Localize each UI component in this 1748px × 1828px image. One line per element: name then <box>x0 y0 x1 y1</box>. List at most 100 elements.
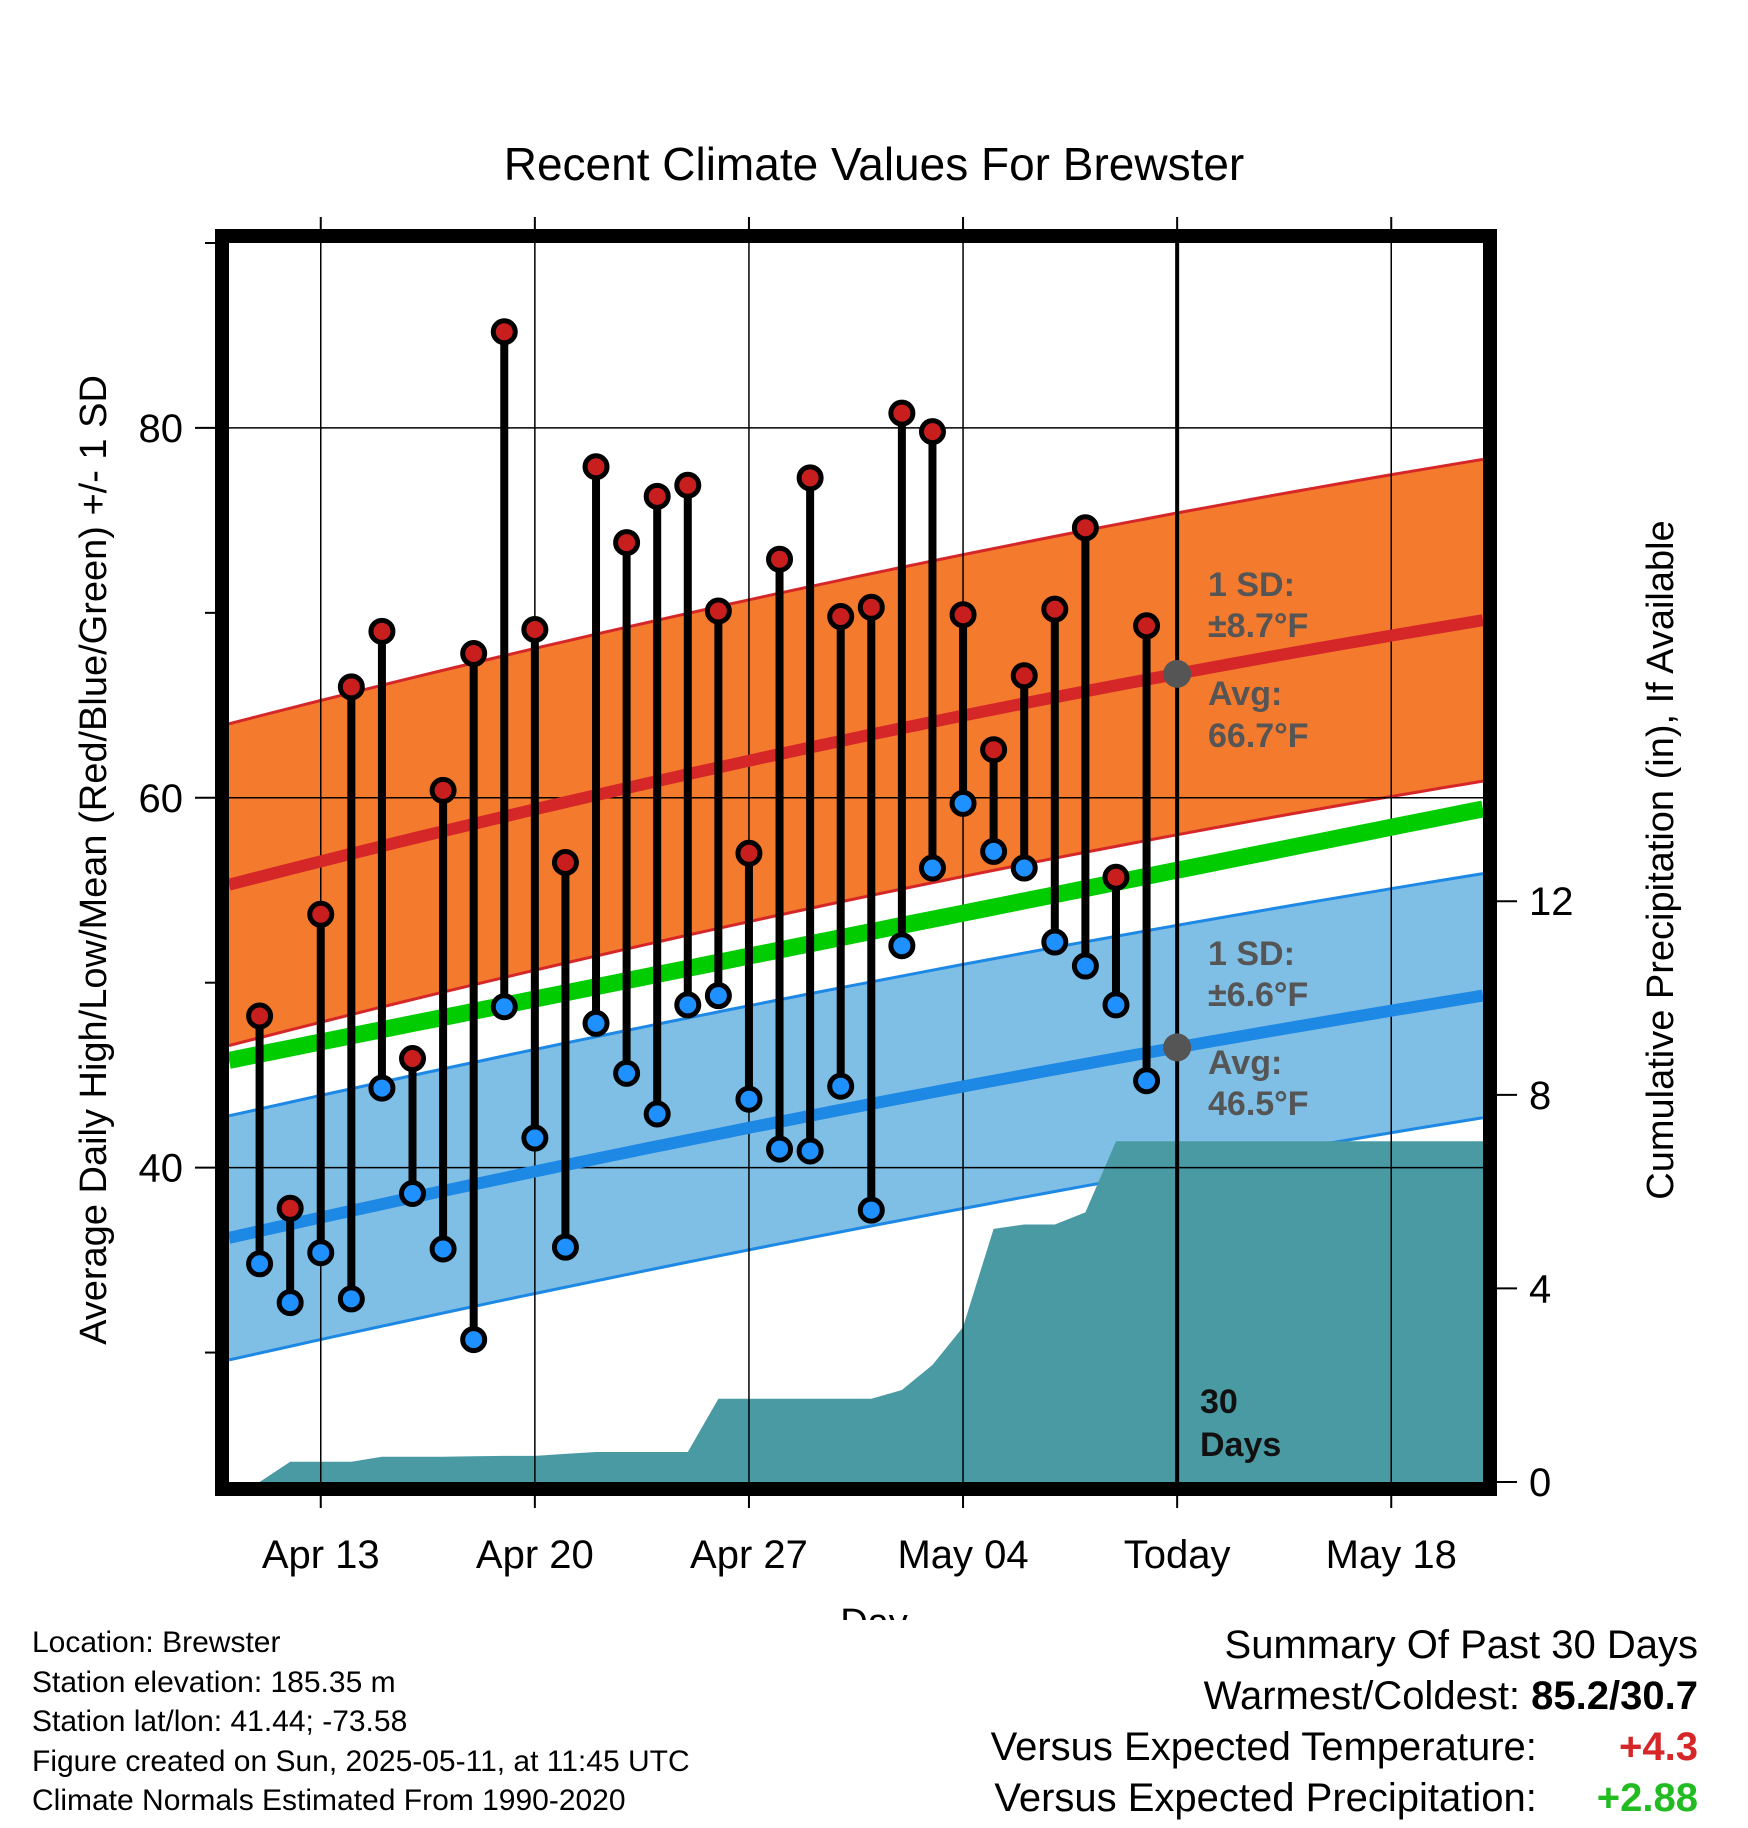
x-axis-label: Day <box>840 1602 908 1620</box>
high-sd-label: 1 SD: <box>1208 566 1295 604</box>
high-avg-label: Avg: <box>1208 675 1282 713</box>
period-label-count: 30 <box>1200 1383 1238 1421</box>
x-tick-label: Today <box>1124 1533 1231 1577</box>
daily-low-point <box>368 1074 396 1102</box>
x-tick-label: Apr 27 <box>690 1533 808 1577</box>
daily-low-point <box>490 993 518 1021</box>
daily-high-point <box>337 673 365 701</box>
warm-cold-label: Warmest/Coldest: <box>1203 1674 1521 1718</box>
location-text: Location: Brewster <box>32 1626 281 1659</box>
y-tick-label-left: 40 <box>139 1147 184 1191</box>
x-tick-label: May 04 <box>897 1533 1028 1577</box>
high-sd-band <box>229 459 1483 1046</box>
period-label-unit: Days <box>1200 1426 1281 1464</box>
daily-low-point <box>918 854 946 882</box>
warm-cold-value: 85.2/30.7 <box>1531 1674 1698 1718</box>
daily-low-point <box>827 1072 855 1100</box>
daily-high-point <box>949 601 977 629</box>
daily-low-point <box>704 982 732 1010</box>
normal-low-line <box>229 989 1483 1244</box>
daily-high-point <box>766 545 794 573</box>
daily-high-point <box>613 529 641 557</box>
low-avg-label: Avg: <box>1208 1044 1282 1082</box>
y-tick-label-left: 60 <box>139 777 184 821</box>
daily-low-point <box>888 932 916 960</box>
daily-high-point <box>521 615 549 643</box>
summary-temp-row: Versus Expected Temperature: +4.3 <box>991 1722 1698 1773</box>
daily-high-point <box>918 418 946 446</box>
daily-low-point <box>1010 854 1038 882</box>
daily-high-point <box>1041 595 1069 623</box>
y-tick-label-left: 80 <box>139 407 184 451</box>
y-tick-label-right: 0 <box>1529 1461 1551 1505</box>
precip-anomaly-label: Versus Expected Precipitation: <box>994 1776 1537 1820</box>
low-sd-band <box>229 873 1483 1360</box>
y-tick-label-right: 4 <box>1529 1267 1551 1311</box>
daily-low-point <box>949 789 977 817</box>
high-band-lower-edge <box>229 779 1483 1048</box>
plot-frame <box>215 229 1497 1496</box>
daily-low-point <box>1071 952 1099 980</box>
elevation-text: Station elevation: 185.35 m <box>32 1665 396 1699</box>
low-sd-label: 1 SD: <box>1208 935 1295 973</box>
daily-high-point <box>1133 612 1161 640</box>
x-tick-label: Apr 20 <box>476 1533 594 1577</box>
precip-anomaly-value: +2.88 <box>1596 1776 1698 1820</box>
high-sd-value: ±8.7°F <box>1208 607 1308 645</box>
low-avg-value: 46.5°F <box>1208 1085 1309 1123</box>
summary-panel: Summary Of Past 30 Days Warmest/Coldest:… <box>991 1620 1698 1824</box>
summary-precip-row: Versus Expected Precipitation: +2.88 <box>991 1773 1698 1824</box>
daily-high-point <box>796 464 824 492</box>
y-tick-label-right: 12 <box>1529 880 1574 924</box>
precip-area <box>229 1141 1483 1482</box>
daily-low-point <box>1102 991 1130 1019</box>
y-axis-label-right: Cumulative Precipitation (in), If Availa… <box>1640 520 1682 1199</box>
daily-high-point <box>735 839 763 867</box>
summary-heading: Summary Of Past 30 Days <box>1224 1623 1698 1667</box>
daily-high-point <box>888 399 916 427</box>
daily-high-point <box>368 617 396 645</box>
daily-high-point <box>429 776 457 804</box>
daily-low-point <box>1041 928 1069 956</box>
y-axis-label-left: Average Daily High/Low/Mean (Red/Blue/Gr… <box>73 375 115 1345</box>
daily-low-point <box>276 1289 304 1317</box>
summary-warm-cold-row: Warmest/Coldest: 85.2/30.7 <box>991 1671 1698 1722</box>
daily-high-point <box>460 640 488 668</box>
daily-high-point <box>490 318 518 346</box>
daily-low-point <box>1133 1067 1161 1095</box>
daily-high-point <box>246 1002 274 1030</box>
normals-text: Climate Normals Estimated From 1990-2020 <box>32 1784 626 1817</box>
daily-low-point <box>337 1285 365 1313</box>
plot-area: Apr 13 Apr 20 Apr 27 May 04 Today May 1840608… <box>139 217 1574 1577</box>
temp-anomaly-label: Versus Expected Temperature: <box>990 1725 1537 1769</box>
daily-high-point <box>276 1194 304 1222</box>
daily-high-point <box>551 849 579 876</box>
daily-high-point <box>399 1045 427 1073</box>
daily-low-point <box>399 1180 427 1208</box>
daily-high-point <box>674 471 702 499</box>
normal-high-line <box>229 614 1483 891</box>
daily-low-point <box>735 1085 763 1113</box>
annotations: 1 SD: ±8.7°F Avg: 66.7°F 1 SD: ±6.6°F Av… <box>1200 566 1309 1464</box>
daily-low-point <box>307 1239 335 1267</box>
latlon-text: Station lat/lon: 41.44; -73.58 <box>32 1705 408 1738</box>
daily-high-point <box>857 593 885 621</box>
daily-low-point <box>643 1100 671 1128</box>
daily-high-point <box>643 482 671 510</box>
chart-title: Recent Climate Values For Brewster <box>504 138 1245 190</box>
high-avg-marker <box>1163 659 1192 688</box>
daily-low-point <box>857 1196 885 1224</box>
plot-content <box>229 243 1483 1482</box>
station-info: Location: Brewster Station elevation: 18… <box>32 1623 690 1821</box>
daily-low-point <box>460 1326 488 1354</box>
daily-low-point <box>613 1059 641 1087</box>
x-tick-label: Apr 13 <box>262 1533 380 1577</box>
daily-high-point <box>582 453 610 481</box>
climate-chart: Recent Climate Values For Brewster Apr 1… <box>73 138 1682 1620</box>
daily-low-point <box>980 837 1008 865</box>
low-band-upper-edge <box>229 872 1483 1118</box>
daily-low-point <box>246 1250 274 1278</box>
daily-low-point <box>551 1233 579 1261</box>
daily-low-point <box>674 991 702 1019</box>
daily-high-point <box>307 900 335 928</box>
